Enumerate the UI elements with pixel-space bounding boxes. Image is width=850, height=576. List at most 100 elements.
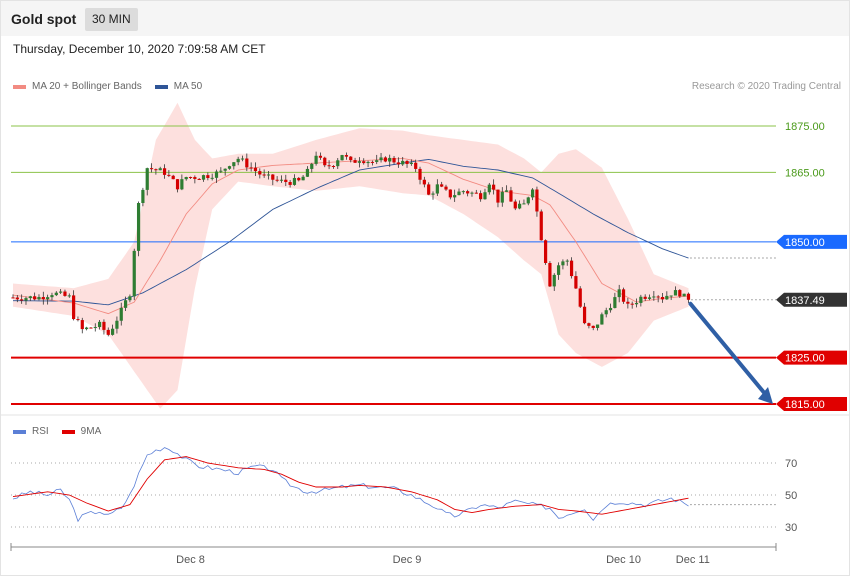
candle bbox=[141, 187, 145, 207]
candle bbox=[154, 168, 158, 175]
candle-body bbox=[258, 171, 262, 175]
candle-body bbox=[500, 191, 504, 203]
candle-body bbox=[123, 300, 128, 308]
candle-body bbox=[11, 297, 15, 299]
candle bbox=[643, 294, 647, 302]
candle-body bbox=[175, 179, 180, 190]
candle-body bbox=[323, 157, 327, 166]
candle-body bbox=[543, 240, 548, 264]
candle bbox=[665, 291, 669, 300]
x-tick-label: Dec 8 bbox=[176, 554, 205, 566]
candle-body bbox=[686, 293, 691, 300]
candle bbox=[171, 174, 175, 180]
candle-body bbox=[531, 189, 535, 198]
candle bbox=[353, 157, 357, 163]
candle-body bbox=[327, 165, 331, 167]
candle-body bbox=[154, 169, 158, 171]
candle-body bbox=[375, 160, 379, 162]
candle-body bbox=[149, 168, 154, 170]
candle-body bbox=[249, 167, 253, 169]
candle-body bbox=[245, 158, 249, 168]
candle bbox=[15, 295, 19, 303]
candle bbox=[279, 175, 284, 183]
candle bbox=[405, 160, 409, 168]
candle bbox=[686, 292, 691, 303]
candle bbox=[466, 189, 470, 197]
candle bbox=[236, 156, 240, 166]
candle-body bbox=[392, 157, 396, 163]
candle bbox=[33, 292, 37, 301]
candle-body bbox=[67, 295, 71, 297]
candle bbox=[123, 296, 128, 311]
candle-body bbox=[266, 174, 271, 176]
candle-body bbox=[595, 324, 600, 328]
candle bbox=[678, 289, 682, 299]
candle bbox=[509, 186, 513, 202]
candle bbox=[54, 291, 58, 297]
candle bbox=[669, 295, 673, 301]
candle-body bbox=[522, 203, 526, 205]
candle-body bbox=[656, 296, 660, 298]
candle-body bbox=[188, 177, 193, 179]
candle bbox=[379, 152, 383, 163]
candle-body bbox=[548, 263, 552, 287]
candle bbox=[518, 200, 522, 210]
forecast-arrow bbox=[688, 301, 768, 397]
candle bbox=[574, 271, 578, 290]
candle-body bbox=[474, 192, 478, 194]
candle-body bbox=[582, 306, 587, 324]
candle bbox=[128, 294, 132, 303]
candle bbox=[531, 188, 535, 201]
candle bbox=[474, 189, 478, 194]
rsi-legend: RSI 9MA bbox=[13, 426, 101, 437]
candle bbox=[444, 184, 448, 191]
rsi-legend-swatch bbox=[13, 429, 26, 434]
candle-body bbox=[20, 299, 24, 301]
candle bbox=[448, 189, 452, 200]
candle-body bbox=[85, 327, 89, 330]
candle bbox=[682, 293, 686, 297]
candle bbox=[569, 257, 574, 279]
candle-body bbox=[310, 163, 314, 169]
candle bbox=[115, 316, 119, 334]
candle-body bbox=[141, 189, 145, 204]
candle bbox=[357, 157, 361, 168]
candle bbox=[543, 239, 548, 265]
candle-body bbox=[110, 328, 115, 335]
candle-body bbox=[41, 296, 45, 300]
candle-body bbox=[50, 295, 54, 298]
candle bbox=[318, 152, 323, 160]
candle-body bbox=[318, 155, 323, 158]
candle-body bbox=[461, 191, 465, 193]
candle-body bbox=[383, 157, 387, 162]
candle-body bbox=[193, 177, 197, 179]
candle bbox=[652, 291, 656, 301]
candle-body bbox=[24, 298, 28, 301]
timeframe-badge[interactable]: 30 MIN bbox=[85, 8, 138, 31]
candle bbox=[85, 326, 89, 331]
candle-body bbox=[448, 189, 452, 198]
candle-body bbox=[253, 167, 258, 172]
candle-body bbox=[262, 174, 266, 176]
candle bbox=[526, 196, 530, 206]
candle bbox=[93, 323, 97, 332]
candle-body bbox=[414, 162, 418, 169]
candle bbox=[591, 325, 595, 331]
candle bbox=[656, 295, 660, 303]
candle-body bbox=[652, 296, 656, 298]
candle bbox=[427, 182, 431, 196]
candle-body bbox=[634, 302, 639, 305]
candle bbox=[102, 319, 106, 335]
level-label-1850.00: 1850.00 bbox=[785, 237, 825, 249]
candle-body bbox=[102, 321, 106, 330]
candle bbox=[409, 159, 413, 166]
candle-body bbox=[466, 191, 470, 194]
instrument-title: Gold spot bbox=[11, 11, 77, 27]
candle bbox=[613, 292, 617, 309]
candle-body bbox=[479, 193, 483, 200]
candle-body bbox=[15, 297, 19, 300]
candle-body bbox=[574, 276, 578, 289]
candle-body bbox=[340, 155, 344, 161]
candle bbox=[422, 176, 426, 188]
